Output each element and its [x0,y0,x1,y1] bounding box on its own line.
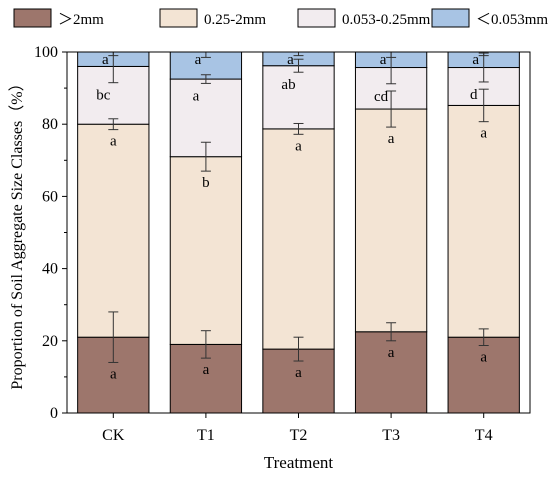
significance-letter: a [472,52,479,68]
significance-letter: d [470,87,478,103]
legend-swatch [297,8,336,28]
y-tick-label: 80 [42,116,58,133]
significance-letter: bc [96,88,111,104]
significance-letter: a [287,52,294,68]
significance-letter: a [203,362,210,378]
legend-label: 0.053-0.25mm [342,12,431,28]
significance-letter: ab [281,77,295,93]
error-bar [293,58,304,73]
significance-letter: a [388,131,395,147]
y-axis-label: Proportion of Soil Aggregate Size Classe… [8,75,26,389]
significance-letter: a [295,138,302,154]
significance-letter: cd [374,89,389,105]
legend-item: ＞2mm [13,8,104,28]
legend: ＞2mm 0.25-2mm 0.053-0.25mm ＜0.053mm [13,8,548,28]
y-tick-label: 100 [34,44,58,61]
legend-swatch [159,8,198,28]
legend-swatch [431,8,470,28]
significance-letter: a [380,52,387,68]
significance-letter: a [110,134,117,150]
error-bar [108,118,119,131]
x-tick-label: CK [102,427,125,444]
error-bar [200,330,211,359]
error-bar [200,74,211,84]
x-axis-label: Treatment [264,453,334,472]
x-tick-label: T1 [197,427,215,444]
y-tick-label: 0 [50,405,58,422]
error-bar [200,141,211,172]
legend-label: 0.25-2mm [204,12,266,28]
y-tick-label: 60 [42,188,58,205]
y-tick-label: 20 [42,333,58,350]
significance-letter: b [202,175,210,191]
significance-letter: a [295,365,302,381]
bars-layer [77,51,520,414]
legend-item: 0.25-2mm [159,8,266,28]
x-axis: CK T1 T2 T3 T4 [102,413,493,444]
bar-segment [447,336,520,414]
y-tick-label: 40 [42,261,58,278]
error-bar [386,90,397,128]
bar-segment [354,331,428,414]
significance-letter: a [110,366,117,382]
bar-segment [77,123,150,338]
bar-segment [447,104,520,338]
error-bar [293,122,304,135]
legend-item: ＜0.053mm [431,8,548,28]
legend-item: 0.053-0.25mm [297,8,431,28]
error-bar [293,336,304,362]
x-tick-label: T3 [382,427,400,444]
legend-label: ＞2mm [58,12,104,28]
bar-segment [262,128,335,350]
y-axis: 0 20 40 60 80 100 [34,44,67,422]
error-bar [108,311,119,363]
significance-letter: a [102,52,109,68]
x-tick-label: T2 [290,427,308,444]
significance-letter: a [195,52,202,68]
bar-segment [354,108,428,333]
error-bar [478,328,489,346]
significance-letter: a [480,349,487,365]
significance-letter: a [388,345,395,361]
legend-label: ＜0.053mm [476,12,548,28]
significance-letter: a [480,126,487,142]
error-bar [478,88,489,123]
x-tick-label: T4 [475,427,493,444]
significance-letter: a [193,88,200,104]
legend-swatch [13,8,52,28]
error-bars-layer [108,51,489,363]
error-bar [386,322,397,342]
bar-segment [262,65,335,130]
